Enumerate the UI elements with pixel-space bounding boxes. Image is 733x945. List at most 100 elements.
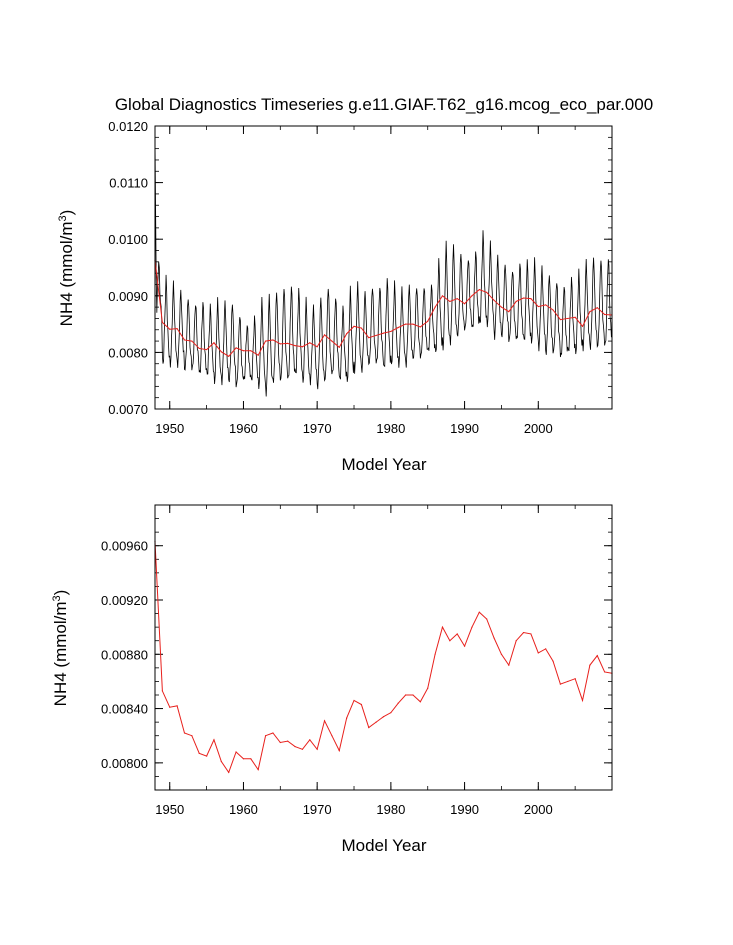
top-y-tick-label: 0.0110 [109, 176, 148, 191]
top-annual-mean-point [441, 295, 444, 297]
bottom-annual-mean-point [294, 745, 296, 748]
bottom-annual-mean-point [596, 655, 598, 657]
top-annual-mean-point [360, 327, 362, 329]
top-annual-mean-point [522, 297, 525, 299]
bottom-annual-mean-point [368, 726, 370, 729]
top-annual-mean-point [419, 326, 421, 328]
bottom-tick-labels: 1950 1960 1970 1980 1990 2000 0.00800 0.00840 0.… [101, 539, 553, 817]
bottom-annual-mean-point [434, 653, 436, 655]
top-y-tick-label: 0.0120 [108, 119, 148, 134]
bottom-annual-mean-point [456, 633, 458, 635]
bottom-y-axis-title-close: ) [51, 590, 70, 596]
top-annual-mean-point [589, 311, 591, 313]
top-annual-mean-point [309, 342, 311, 344]
bottom-x-tick-label: 1990 [450, 802, 479, 817]
top-annual-mean-point [530, 298, 532, 300]
top-annual-mean-point [427, 320, 429, 322]
top-annual-mean-point [264, 340, 267, 342]
top-x-tick-label: 2000 [524, 421, 553, 436]
top-annual-mean-point [206, 348, 208, 351]
top-annual-mean-point [581, 325, 584, 327]
top-annual-mean-point [228, 355, 230, 357]
top-plot-frame [154, 125, 613, 410]
bottom-series-group [154, 541, 613, 774]
bottom-x-tick-label: 1970 [303, 802, 332, 817]
bottom-annual-mean-point [353, 699, 355, 702]
top-annual-mean-point [405, 323, 407, 325]
top-annual-mean-point [493, 299, 495, 301]
bottom-annual-mean-point [508, 664, 510, 666]
bottom-axis-ticks [155, 504, 613, 791]
bottom-y-axis-title-superscript: 3 [51, 595, 63, 601]
bottom-annual-mean-point [213, 739, 215, 741]
top-annual-mean-point [567, 317, 569, 320]
bottom-annual-mean-point [235, 751, 237, 753]
top-annual-mean-point [375, 334, 377, 337]
top-annual-mean-point [382, 332, 385, 334]
bottom-annual-mean-point [545, 648, 547, 650]
top-monthly-series-line [154, 137, 612, 397]
bottom-annual-mean-point [250, 758, 252, 760]
bottom-y-tick-label: 0.00960 [101, 539, 148, 554]
top-annual-mean-point [198, 347, 200, 350]
top-annual-mean-point [220, 351, 222, 353]
bottom-annual-mean-point [419, 701, 421, 703]
bottom-annual-mean-point [272, 732, 274, 734]
top-annual-mean-point [316, 346, 318, 348]
top-x-tick-label: 1990 [450, 421, 479, 436]
top-annual-mean-point [213, 342, 215, 344]
top-annual-mean-point [478, 288, 480, 291]
bottom-annual-mean-point [183, 732, 186, 734]
top-annual-mean-point [250, 350, 252, 352]
bottom-x-tick-label: 1960 [229, 802, 258, 817]
bottom-annual-mean-point [191, 735, 193, 737]
top-annual-mean-point [287, 342, 289, 344]
top-annual-mean-point [242, 350, 245, 352]
bottom-annual-mean-point [559, 683, 562, 685]
top-annual-mean-point [338, 346, 340, 348]
bottom-y-axis-title-main: NH4 (mmol/m [51, 601, 70, 706]
bottom-annual-mean-point [228, 771, 230, 773]
bottom-annual-mean-line [154, 541, 613, 774]
top-annual-mean-point [183, 339, 186, 341]
top-annual-mean-point [353, 325, 355, 327]
top-annual-mean-point [596, 307, 598, 309]
bottom-annual-mean-point [552, 660, 554, 662]
bottom-annual-mean-point [405, 694, 407, 696]
top-annual-mean-point [486, 291, 488, 293]
bottom-annual-mean-point [412, 694, 414, 696]
bottom-annual-mean-point [522, 631, 525, 634]
bottom-annual-mean-point [169, 706, 171, 708]
bottom-annual-mean-point [449, 640, 451, 642]
top-x-tick-label: 1980 [376, 421, 405, 436]
bottom-annual-mean-point [331, 735, 333, 737]
bottom-annual-mean-point [301, 748, 304, 750]
top-x-axis-title: Model Year [341, 455, 426, 474]
bottom-annual-mean-point [264, 735, 267, 737]
top-annual-mean-point [346, 333, 348, 335]
top-x-tick-label: 1960 [229, 421, 258, 436]
top-annual-mean-point [191, 340, 193, 342]
bottom-plot-frame [154, 504, 613, 791]
bottom-annual-mean-point [206, 755, 208, 757]
top-annual-mean-point [508, 311, 510, 313]
top-annual-mean-point [235, 347, 237, 349]
bottom-annual-mean-point [500, 653, 503, 655]
bottom-annual-mean-point [574, 678, 576, 680]
top-y-axis-title-close: ) [57, 210, 76, 216]
top-annual-mean-point [449, 300, 451, 303]
top-annual-mean-point [434, 306, 436, 308]
bottom-annual-mean-point [493, 637, 495, 639]
top-y-tick-label: 0.0090 [108, 289, 148, 304]
top-annual-mean-point [574, 316, 576, 318]
bottom-annual-mean-point [257, 769, 259, 771]
bottom-annual-mean-point [581, 699, 584, 702]
top-annual-mean-point [471, 295, 473, 297]
bottom-annual-mean-point [397, 702, 399, 704]
bottom-annual-mean-point [478, 611, 480, 613]
bottom-y-tick-label: 0.00840 [101, 702, 148, 717]
timeseries-panel-bottom: 1950 1960 1970 1980 1990 2000 0.00800 0.00840 0.… [51, 504, 613, 855]
bottom-annual-mean-point [471, 626, 473, 628]
top-y-axis-title-main: NH4 (mmol/m [57, 221, 76, 326]
